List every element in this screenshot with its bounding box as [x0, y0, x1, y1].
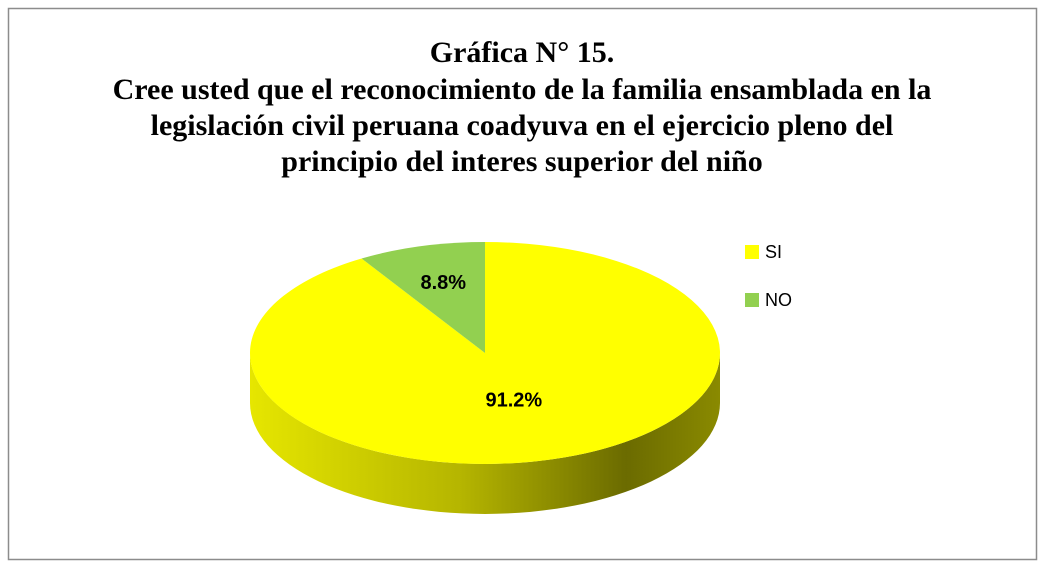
pie-slice [361, 242, 485, 353]
pie-slice-side [250, 353, 720, 514]
legend-label: NO [765, 290, 792, 310]
chart-subtitle: Cree usted que el reconocimiento de la f… [112, 73, 932, 178]
legend-swatch [745, 245, 759, 259]
legend-label: SI [765, 242, 782, 262]
data-label: 8.8% [421, 272, 467, 294]
legend-swatch [745, 293, 759, 307]
data-label: 91.2% [486, 389, 543, 411]
pie-slice [249, 242, 720, 465]
chart-title: Gráfica N° 15. [429, 36, 615, 69]
